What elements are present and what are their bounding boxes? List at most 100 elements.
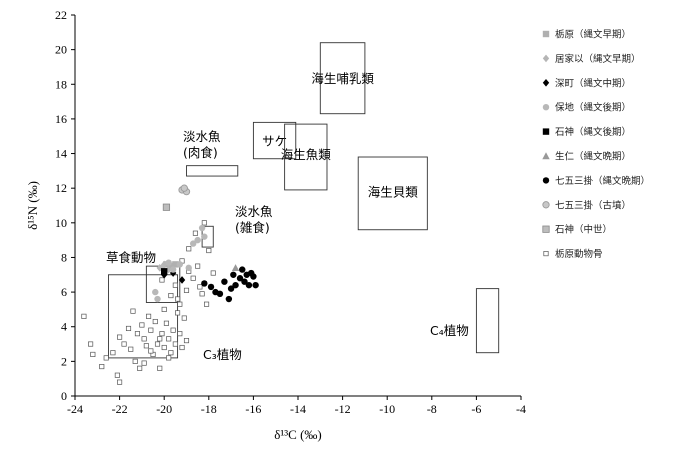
data-point (179, 344, 185, 351)
data-point (194, 236, 201, 244)
x-tick-label: -6 (471, 402, 481, 416)
data-point (204, 301, 210, 307)
data-point (241, 278, 248, 285)
legend-marker-5 (542, 152, 550, 160)
data-point (186, 246, 192, 252)
legend-label-2: 深町（縄文中期） (555, 77, 631, 89)
data-point (177, 301, 183, 307)
data-point (146, 313, 152, 319)
data-point (161, 306, 167, 312)
data-point (227, 285, 235, 292)
series-7 (178, 184, 191, 196)
data-point (103, 355, 109, 361)
data-point (159, 277, 165, 283)
legend-label-7: 七五三掛（古墳） (555, 199, 631, 211)
data-point (157, 336, 163, 342)
data-point (181, 315, 187, 321)
legend-label-4: 石神（縄文後期） (555, 126, 631, 138)
data-point (163, 320, 169, 326)
data-point (195, 263, 201, 269)
data-point (141, 336, 147, 342)
x-tick-label: -18 (201, 402, 217, 416)
data-point (165, 265, 172, 274)
legend-marker-4 (542, 128, 550, 135)
data-point (232, 281, 239, 289)
region-label-3: 海生貝類 (368, 184, 419, 199)
data-point (183, 338, 190, 344)
y-tick-label: 22 (55, 8, 67, 22)
legend-label-9: 栃原動物骨 (555, 248, 603, 260)
legend-marker-1 (542, 54, 550, 63)
legend-marker-6 (542, 177, 550, 184)
data-point (230, 271, 237, 278)
series-5 (231, 264, 240, 272)
data-point (121, 341, 127, 347)
data-point (168, 293, 174, 299)
y-tick-label: 14 (55, 147, 67, 161)
data-point (185, 264, 192, 272)
data-point (206, 247, 212, 254)
x-tick-label: -14 (290, 402, 306, 416)
region-label-4: 淡水魚(肉食) (183, 129, 221, 160)
y-tick-label: 8 (61, 250, 67, 264)
data-point (162, 203, 171, 211)
data-point (152, 288, 159, 296)
data-point (180, 184, 188, 192)
region-label-6: 草食動物 (106, 250, 156, 265)
legend-label-1: 居家以（縄文早期） (555, 53, 641, 65)
legend-marker-2 (542, 79, 550, 87)
data-point (177, 331, 183, 337)
data-point (128, 346, 134, 352)
data-point (178, 276, 186, 284)
data-point (183, 287, 190, 293)
data-point (170, 327, 176, 333)
region-box-4 (186, 165, 239, 177)
data-point (199, 291, 205, 297)
data-point (148, 327, 154, 333)
data-point (167, 262, 175, 270)
legend-marker-7 (542, 201, 550, 209)
region-label-1: サケ (262, 134, 287, 149)
data-point (141, 360, 147, 366)
y-tick-label: 4 (61, 320, 67, 334)
x-tick-label: -8 (427, 402, 437, 416)
x-tick-label: -24 (67, 402, 83, 416)
data-point (117, 379, 123, 385)
series-9 (81, 220, 216, 385)
legend-marker-3 (542, 104, 550, 111)
data-point (201, 233, 208, 240)
legend: 栃原（縄文早期） 居家以（縄文早期） 深町（縄文中期） 保地（縄文後期） 石神（縄文後期… (542, 29, 650, 260)
data-point (245, 281, 253, 289)
data-point (161, 270, 168, 279)
data-point (161, 268, 168, 275)
region-box-3 (357, 156, 428, 231)
region-label-8: C₄植物 (430, 323, 469, 338)
legend-marker-0 (542, 30, 550, 38)
data-point (176, 261, 184, 268)
data-point (252, 281, 259, 289)
data-point (231, 264, 240, 272)
data-point (201, 220, 207, 226)
data-point (81, 313, 87, 319)
legend-label-3: 保地（縄文後期） (555, 102, 631, 114)
region-box-7 (107, 274, 179, 359)
y-tick-label: 12 (55, 181, 67, 195)
data-point (247, 269, 255, 277)
data-point (175, 296, 181, 302)
data-point (132, 358, 138, 364)
data-point (148, 348, 154, 354)
data-point (166, 355, 172, 361)
legend-label-6: 七五三掛（縄文晩期） (555, 175, 650, 187)
x-tick-label: -20 (156, 402, 172, 416)
data-point (134, 331, 140, 337)
region-box-1 (252, 121, 297, 160)
y-tick-label: 16 (55, 112, 67, 126)
legend-marker-9 (543, 251, 549, 257)
data-point (169, 269, 177, 277)
data-point (90, 351, 96, 357)
series-4 (161, 268, 168, 275)
data-point (139, 322, 145, 328)
x-tick-label: -4 (516, 402, 526, 416)
